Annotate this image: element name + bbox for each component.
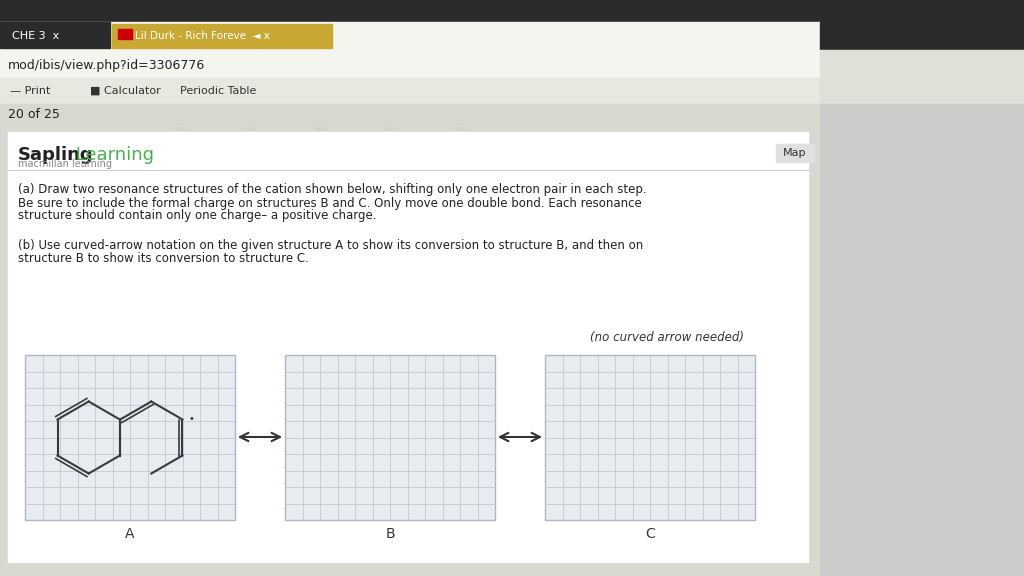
Bar xyxy=(285,355,495,520)
Text: Sapling: Sapling xyxy=(18,146,93,164)
Bar xyxy=(0,104,820,126)
Bar xyxy=(8,132,808,562)
Text: B: B xyxy=(385,527,395,541)
Bar xyxy=(776,144,814,162)
Bar xyxy=(0,0,1024,22)
Bar xyxy=(0,50,820,78)
Bar xyxy=(112,24,332,48)
Bar xyxy=(820,22,1024,50)
Text: (b) Use curved-arrow notation on the given structure A to show its conversion to: (b) Use curved-arrow notation on the giv… xyxy=(18,238,643,252)
Text: mod/ibis/view.php?id=3306776: mod/ibis/view.php?id=3306776 xyxy=(8,59,205,71)
Bar xyxy=(820,104,1024,126)
Text: structure B to show its conversion to structure C.: structure B to show its conversion to st… xyxy=(18,252,309,264)
Text: Lil Durk - Rich Foreve  ◄ x: Lil Durk - Rich Foreve ◄ x xyxy=(135,31,270,41)
Bar xyxy=(118,29,132,39)
Bar xyxy=(545,355,755,520)
Text: (a) Draw two resonance structures of the cation shown below, shifting only one e: (a) Draw two resonance structures of the… xyxy=(18,184,646,196)
Text: CHE 3  x: CHE 3 x xyxy=(12,31,59,41)
Bar xyxy=(0,22,820,50)
Text: Learning: Learning xyxy=(70,146,154,164)
Text: C: C xyxy=(645,527,655,541)
Bar xyxy=(0,22,110,48)
Text: Periodic Table: Periodic Table xyxy=(180,86,256,96)
Text: macmillan learning: macmillan learning xyxy=(18,159,112,169)
Text: (no curved arrow needed): (no curved arrow needed) xyxy=(590,332,744,344)
Text: structure should contain only one charge– a positive charge.: structure should contain only one charge… xyxy=(18,210,377,222)
Bar xyxy=(0,126,820,576)
Bar xyxy=(820,126,1024,576)
Text: — Print: — Print xyxy=(10,86,50,96)
Bar xyxy=(820,78,1024,104)
Bar xyxy=(0,78,820,104)
Text: ■ Calculator: ■ Calculator xyxy=(90,86,161,96)
Text: •: • xyxy=(188,415,195,425)
Bar xyxy=(25,355,234,520)
Text: A: A xyxy=(125,527,135,541)
Text: Map: Map xyxy=(783,148,807,158)
Text: 20 of 25: 20 of 25 xyxy=(8,108,59,122)
Bar xyxy=(820,50,1024,78)
Text: Be sure to include the formal charge on structures B and C. Only move one double: Be sure to include the formal charge on … xyxy=(18,196,642,210)
